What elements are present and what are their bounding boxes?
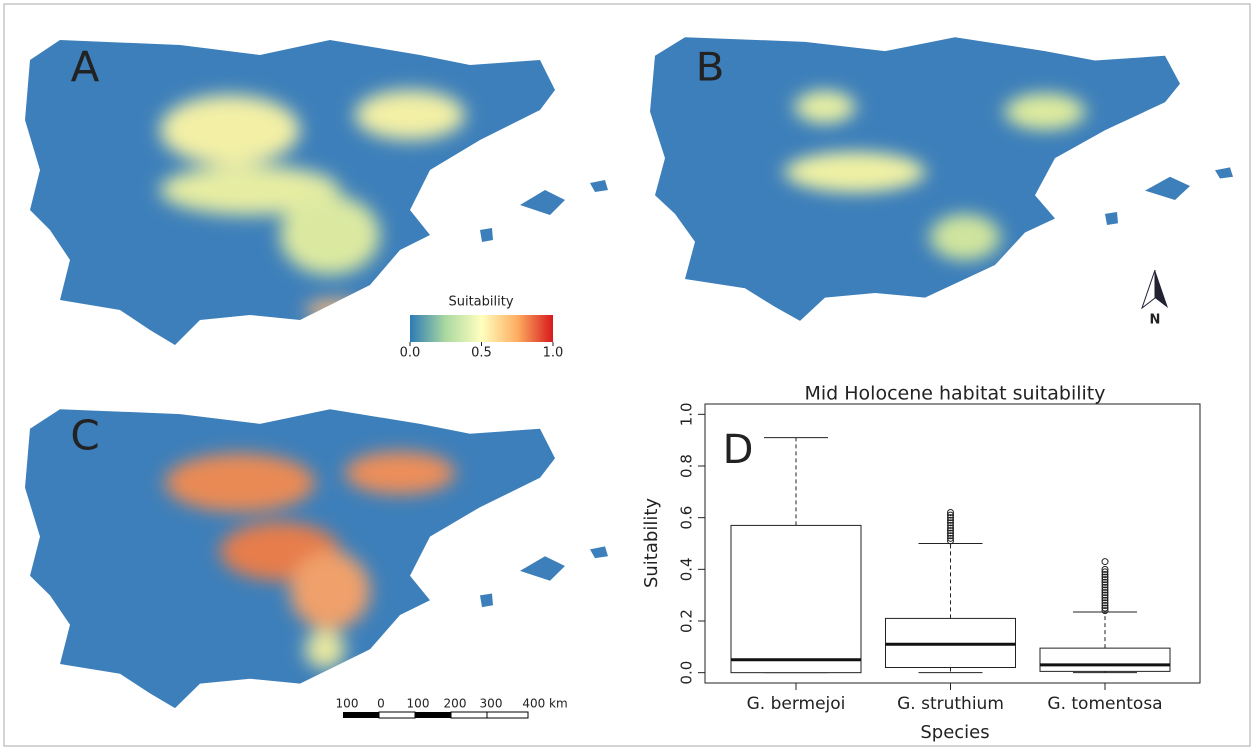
legend-title: Suitability	[448, 295, 513, 310]
y-tick-label: 0.8	[678, 454, 696, 478]
x-tick-label: G. tomentosa	[1047, 694, 1162, 714]
x-axis-title: Species	[920, 722, 989, 743]
colorbar	[410, 315, 553, 342]
x-tick-label: G. struthium	[897, 694, 1004, 714]
box	[731, 525, 861, 672]
y-tick-label: 0.4	[678, 557, 696, 581]
scale-label: 100	[336, 697, 359, 711]
y-axis-title: Suitability	[641, 498, 662, 588]
map-b: B	[650, 37, 1233, 321]
map-c: C	[25, 409, 608, 708]
y-tick-label: 0.2	[678, 609, 696, 633]
map-a: A Suitability	[25, 40, 608, 345]
figure: A Suitability B N C M	[0, 0, 1256, 751]
scale-label: 400 km	[522, 697, 567, 711]
colorbar-label: 0.0	[400, 346, 421, 361]
box	[1040, 648, 1170, 671]
panel-label: C	[70, 411, 99, 460]
y-tick-label: 1.0	[678, 402, 696, 426]
north-label: N	[1150, 313, 1161, 328]
panel-label: B	[696, 44, 725, 90]
scale-label: 300	[480, 697, 503, 711]
y-tick-label: 0.0	[678, 661, 696, 685]
chart-title: Mid Holocene habitat suitability	[804, 383, 1105, 405]
scale-label: 0	[377, 697, 385, 711]
x-tick-label: G. bermejoi	[747, 694, 846, 714]
outlier	[1102, 559, 1108, 565]
scale-bar	[343, 712, 528, 718]
north-arrow	[1155, 270, 1168, 308]
colorbar-label: 1.0	[543, 346, 564, 361]
panel-label: A	[71, 43, 100, 92]
scale-label: 100	[407, 697, 430, 711]
y-tick-label: 0.6	[678, 506, 696, 530]
colorbar-label: 0.5	[471, 346, 492, 361]
north-arrow	[1142, 270, 1155, 308]
scale-label: 200	[444, 697, 467, 711]
panel-label: D	[723, 427, 754, 473]
